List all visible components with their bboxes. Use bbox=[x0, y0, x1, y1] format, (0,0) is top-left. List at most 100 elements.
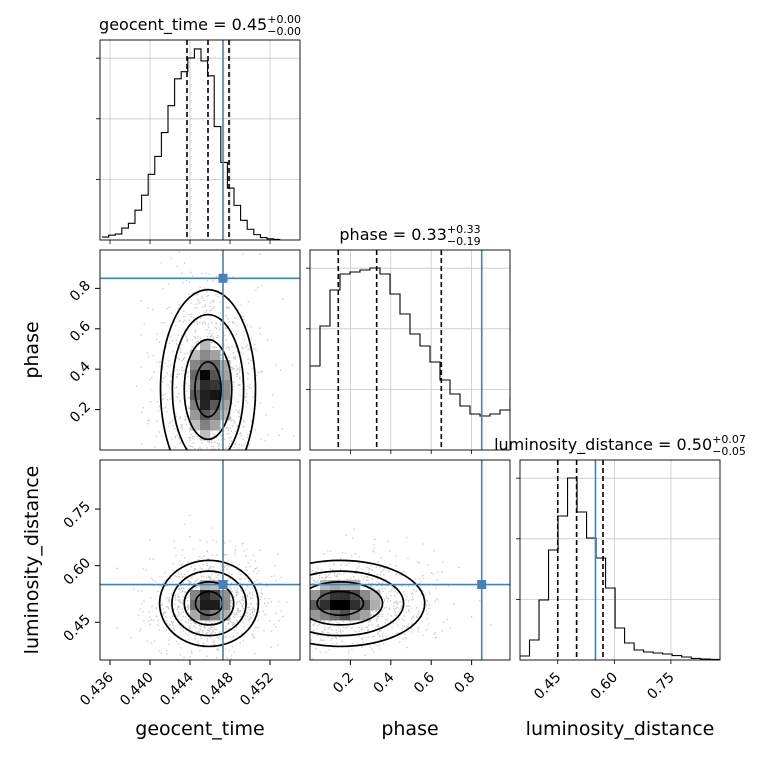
title-lower-error: −0.19 bbox=[447, 235, 481, 248]
density-cell bbox=[210, 380, 221, 391]
density-cell bbox=[310, 610, 321, 621]
x-tick-label: 0.452 bbox=[237, 670, 277, 710]
density-cell bbox=[220, 590, 231, 601]
x-tick-label: 0.440 bbox=[117, 670, 157, 710]
density-cell bbox=[210, 390, 221, 401]
y-tick-label: 0.45 bbox=[61, 612, 94, 645]
panel-frame bbox=[519, 459, 721, 661]
title-lower-error: −0.05 bbox=[712, 445, 746, 458]
x-tick-label: 0.60 bbox=[588, 670, 621, 703]
density-cell bbox=[210, 370, 221, 381]
truth-marker bbox=[218, 580, 228, 590]
truth-marker bbox=[477, 580, 487, 590]
panel-frame bbox=[99, 459, 301, 661]
panel-title: geocent_time = 0.45+0.00 −0.00 bbox=[99, 13, 301, 38]
x-tick-label: 0.8 bbox=[451, 670, 478, 697]
x-tick-label: 0.4 bbox=[371, 669, 398, 696]
density-cell bbox=[200, 340, 211, 351]
contour-line bbox=[159, 288, 257, 450]
density-cell bbox=[340, 600, 351, 611]
y-axis-label: phase bbox=[21, 321, 43, 378]
truth-marker bbox=[218, 273, 228, 283]
density-cell bbox=[310, 600, 321, 611]
density-cell bbox=[190, 410, 201, 421]
density-cell bbox=[200, 420, 211, 431]
x-tick-label: 0.444 bbox=[157, 669, 197, 709]
density-cell bbox=[320, 600, 331, 611]
density-cell bbox=[210, 350, 221, 361]
x-tick-label: 0.6 bbox=[411, 669, 438, 696]
title-text: geocent_time = 0.45 bbox=[99, 15, 267, 35]
density-cell bbox=[200, 410, 211, 421]
density-cell bbox=[320, 610, 331, 621]
y-tick-label: 0.2 bbox=[67, 399, 94, 426]
x-axis-label: luminosity_distance bbox=[526, 718, 715, 740]
density-cell bbox=[350, 600, 361, 611]
density-cell bbox=[370, 600, 381, 611]
density-cell bbox=[210, 410, 221, 421]
phase-marginal-panel: phase = 0.33+0.33 −0.19 bbox=[306, 223, 511, 454]
geocent_time-vs-phase-panel bbox=[99, 249, 301, 451]
title-upper-error: +0.33 bbox=[447, 223, 481, 236]
density-cell bbox=[360, 590, 371, 601]
y-axis-label: luminosity_distance bbox=[21, 466, 43, 655]
contour-line bbox=[310, 559, 426, 648]
density-cell bbox=[210, 590, 221, 601]
geocent_time-marginal-panel: geocent_time = 0.45+0.00 −0.00 bbox=[96, 13, 301, 244]
x-tick-label: 0.436 bbox=[77, 669, 117, 709]
density-cell bbox=[200, 380, 211, 391]
density-cell bbox=[190, 370, 201, 381]
density-cell bbox=[210, 420, 221, 431]
density-cell bbox=[210, 600, 221, 611]
y-tick-label: 0.60 bbox=[61, 555, 94, 588]
density-cell bbox=[200, 360, 211, 371]
contour-line bbox=[171, 313, 245, 450]
panel-frame bbox=[99, 39, 301, 241]
title-text: phase = 0.33 bbox=[339, 225, 446, 244]
density-cell bbox=[360, 600, 371, 611]
y-tick-label: 0.75 bbox=[61, 498, 94, 531]
panel-frame bbox=[99, 249, 301, 451]
y-tick-label: 0.8 bbox=[67, 278, 94, 305]
density-cell bbox=[200, 350, 211, 361]
contour-line bbox=[310, 581, 384, 626]
title-upper-error: +0.07 bbox=[712, 433, 746, 446]
panel-title: phase = 0.33+0.33 −0.19 bbox=[339, 223, 480, 248]
density-cell bbox=[220, 410, 231, 421]
y-tick-label: 0.4 bbox=[67, 359, 94, 386]
title-lower-error: −0.00 bbox=[267, 25, 301, 38]
density-cell bbox=[350, 610, 361, 621]
histogram-step bbox=[102, 48, 281, 240]
density-cell bbox=[220, 390, 231, 401]
density-cell bbox=[190, 350, 201, 361]
panel-frame bbox=[309, 459, 511, 661]
x-tick-label: 0.2 bbox=[330, 670, 357, 697]
histogram-step bbox=[520, 477, 720, 660]
geocent_time-vs-luminosity_distance-panel bbox=[99, 459, 301, 661]
density-cell bbox=[220, 370, 231, 381]
density-cell bbox=[190, 360, 201, 371]
plot-area bbox=[136, 250, 295, 450]
density-cell bbox=[190, 420, 201, 431]
density-cell bbox=[220, 400, 231, 411]
title-text: luminosity_distance = 0.50 bbox=[494, 435, 712, 455]
contour-line bbox=[158, 559, 260, 648]
density-cell bbox=[200, 390, 211, 401]
contour-line bbox=[310, 570, 405, 637]
panel-title: luminosity_distance = 0.50+0.07 −0.05 bbox=[494, 433, 746, 458]
density-cell bbox=[220, 610, 231, 621]
panel-frame bbox=[309, 249, 511, 451]
density-cell bbox=[210, 610, 221, 621]
x-axis-label: geocent_time bbox=[135, 718, 264, 740]
density-cell bbox=[190, 400, 201, 411]
density-cell bbox=[190, 590, 201, 601]
x-tick-label: 0.45 bbox=[531, 670, 564, 703]
x-tick-label: 0.75 bbox=[644, 670, 677, 703]
density-cell bbox=[340, 590, 351, 601]
density-cell bbox=[310, 590, 321, 601]
density-cell bbox=[370, 590, 381, 601]
density-cell bbox=[200, 590, 211, 601]
density-cell bbox=[210, 400, 221, 411]
density-cell bbox=[220, 600, 231, 611]
